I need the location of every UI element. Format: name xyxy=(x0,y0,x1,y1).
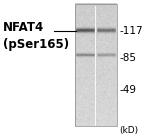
Text: -49: -49 xyxy=(120,85,137,95)
Bar xyxy=(75,4,117,126)
Text: (kD): (kD) xyxy=(120,126,139,135)
Text: (pSer165): (pSer165) xyxy=(3,38,69,51)
Text: -117: -117 xyxy=(120,26,143,36)
Text: NFAT4: NFAT4 xyxy=(3,21,44,34)
Text: -85: -85 xyxy=(120,53,137,63)
